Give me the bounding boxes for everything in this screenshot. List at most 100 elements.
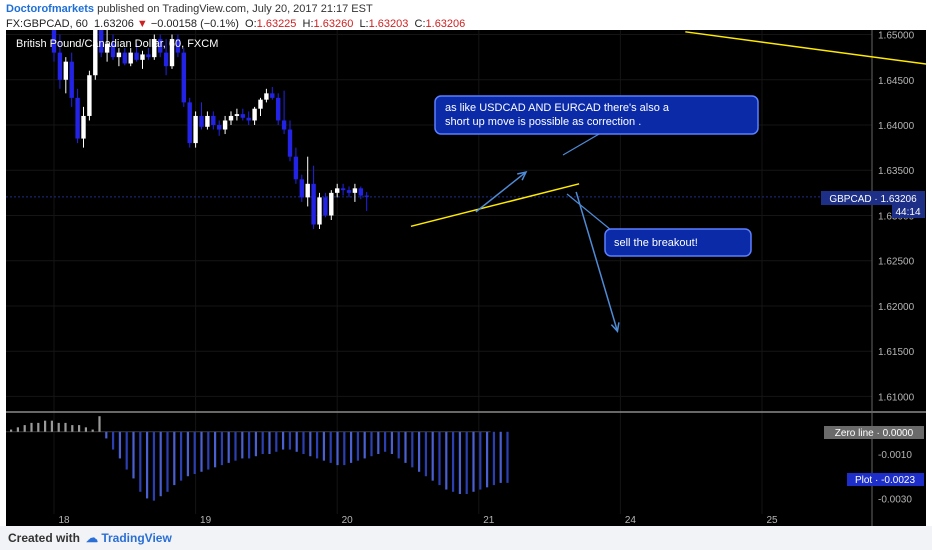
- histogram-bar: [452, 431, 455, 492]
- indicator-tick-label: -0.0030: [878, 494, 912, 505]
- histogram-bar: [377, 431, 380, 454]
- candle-body: [335, 188, 340, 193]
- callout-lower-pointer: [566, 193, 612, 231]
- candle-body: [217, 125, 222, 130]
- time-tick-label: 20: [342, 515, 354, 526]
- histogram-bar: [472, 431, 475, 492]
- candle-body: [346, 190, 352, 193]
- time-tick-label: 21: [483, 515, 495, 526]
- price-tick-label: 1.61000: [878, 392, 915, 403]
- histogram-bar: [23, 425, 26, 432]
- candle-body: [152, 39, 157, 58]
- candle-body: [305, 183, 310, 198]
- author-link[interactable]: Doctorofmarkets: [6, 3, 95, 15]
- callout-lower-box: [604, 228, 752, 257]
- histogram-bar: [118, 431, 121, 459]
- histogram-bar: [91, 429, 94, 432]
- histogram-bar: [112, 431, 115, 450]
- histogram-bar: [302, 431, 305, 454]
- candle-body: [299, 179, 304, 198]
- histogram-bar: [438, 431, 441, 486]
- price-tag-bg: [821, 191, 925, 205]
- histogram-bar: [329, 431, 332, 463]
- histogram-bar: [64, 422, 67, 432]
- histogram-bar: [30, 422, 33, 432]
- candle-body: [222, 120, 228, 130]
- histogram-bar: [44, 420, 47, 432]
- price-tick-label: 1.62500: [878, 257, 915, 268]
- created-with-text: Created with: [8, 531, 81, 545]
- time-tick-label: 24: [625, 515, 637, 526]
- candle-body: [264, 93, 269, 100]
- histogram-bar: [254, 431, 257, 457]
- histogram-bar: [146, 431, 149, 499]
- callout-lower[interactable]: sell the breakout!: [604, 228, 752, 257]
- histogram-bar: [404, 431, 407, 463]
- publish-header: Doctorofmarkets published on TradingView…: [6, 2, 926, 17]
- callout-lower-text: sell the breakout!: [614, 237, 698, 249]
- histogram-bar: [370, 431, 373, 457]
- open-value: 1.63225: [256, 18, 297, 30]
- histogram-bar: [356, 431, 359, 461]
- callout-upper-box: [434, 95, 759, 135]
- price-chart[interactable]: 1.650001.645001.640001.635001.630001.625…: [6, 7, 932, 526]
- callout-upper[interactable]: as like USDCAD AND EURCAD there's also a…: [434, 95, 759, 135]
- candle-body: [240, 114, 245, 118]
- histogram-bar: [125, 431, 128, 470]
- drawings: [410, 31, 932, 333]
- time-axis: 18 19 20 21 24 25: [58, 515, 778, 526]
- price-tick-label: 1.65000: [878, 31, 915, 42]
- histogram-bar: [343, 431, 346, 466]
- candle-body: [234, 114, 240, 116]
- histogram-bar: [84, 427, 87, 432]
- histogram-bar: [227, 431, 230, 463]
- candle-body: [69, 61, 74, 98]
- price-tick-label: 1.62000: [878, 302, 915, 313]
- histogram-bar: [166, 431, 169, 492]
- quote-line: FX:GBPCAD, 60 1.63206 ▼ −0.00158 (−0.1%)…: [6, 17, 465, 31]
- timer-tag-bg: [892, 205, 925, 218]
- histogram-bar: [234, 431, 237, 461]
- candle-body: [205, 115, 210, 127]
- candle-body: [364, 195, 369, 197]
- histogram-bar: [390, 431, 393, 454]
- candle-body: [146, 54, 151, 58]
- close-value: 1.63206: [425, 18, 466, 30]
- histogram-bar: [350, 431, 353, 463]
- price-tag-label: GBPCAD · 1.63206: [829, 194, 917, 205]
- histogram-bar: [98, 416, 101, 432]
- time-tick-label: 25: [766, 515, 778, 526]
- candle-body: [87, 75, 92, 116]
- histogram-bar: [282, 431, 285, 450]
- histogram-bar: [159, 431, 162, 497]
- histogram-bar: [309, 431, 312, 457]
- histogram-bar: [268, 431, 271, 454]
- histogram-bar: [458, 431, 461, 494]
- candle-body: [211, 115, 216, 125]
- candle-body: [116, 52, 122, 58]
- close-label: C:: [414, 18, 426, 30]
- price-tick-label: 1.64500: [878, 76, 915, 87]
- histogram-bar: [322, 431, 325, 461]
- tradingview-logo[interactable]: ☁ TradingView: [86, 531, 172, 545]
- price-tick-label: 1.64000: [878, 121, 915, 132]
- arrow-line: [475, 171, 527, 213]
- histogram-bar: [363, 431, 366, 459]
- chart-frame[interactable]: 1.650001.645001.640001.635001.630001.625…: [6, 7, 932, 526]
- high-label: H:: [302, 18, 314, 30]
- low-label: L:: [359, 18, 369, 30]
- callout-upper-line-1: as like USDCAD AND EURCAD there's also a: [445, 102, 670, 114]
- indicator-tick-label: -0.0010: [878, 450, 912, 461]
- histogram-bar: [214, 431, 217, 468]
- candle-body: [323, 197, 328, 216]
- candle-body: [75, 97, 80, 139]
- candle-body: [169, 39, 175, 67]
- candle-body: [199, 115, 204, 127]
- candle-body: [158, 39, 163, 53]
- candle-body: [281, 120, 287, 130]
- histogram-bar: [486, 431, 489, 488]
- candle-body: [81, 115, 86, 139]
- cloud-icon: ☁: [86, 531, 98, 545]
- plot-tag-bg: [847, 473, 924, 486]
- high-value: 1.63260: [313, 18, 354, 30]
